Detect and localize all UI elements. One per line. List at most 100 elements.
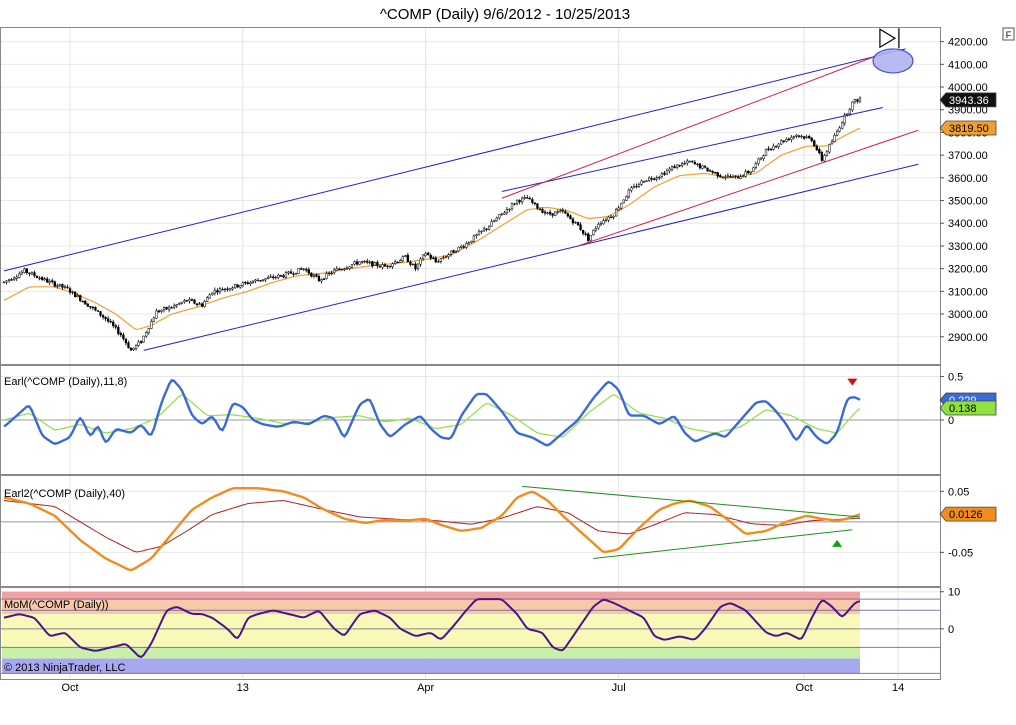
candle-body xyxy=(594,227,597,231)
candle-body xyxy=(487,225,491,230)
candle-body xyxy=(221,289,224,291)
candle-body xyxy=(109,321,112,323)
candle-body xyxy=(86,303,89,307)
candle-body xyxy=(142,335,145,343)
candle-body xyxy=(396,261,399,264)
candle-body xyxy=(526,197,529,199)
candle-body xyxy=(632,186,636,188)
candle-body xyxy=(731,176,735,178)
candle-body xyxy=(566,213,570,217)
candle-body xyxy=(510,203,514,209)
candle-body xyxy=(89,306,92,308)
mom-band xyxy=(2,614,860,648)
candle-body xyxy=(119,333,122,336)
candle-body xyxy=(477,231,481,236)
candle-body xyxy=(200,303,204,307)
candle-body xyxy=(442,257,445,259)
candle-body xyxy=(167,306,171,310)
candle-body xyxy=(739,176,742,179)
candle-body xyxy=(264,278,267,281)
candle-body xyxy=(173,305,176,308)
candle-body xyxy=(449,250,453,255)
candle-body xyxy=(559,210,562,212)
candle-body xyxy=(698,163,702,169)
candle-body xyxy=(609,216,613,219)
earl-signal-line xyxy=(3,394,861,438)
last-price-label: 3943.36 xyxy=(939,92,997,108)
y-tick-label: 10 xyxy=(948,587,960,599)
candle-body xyxy=(282,275,285,278)
channel-line xyxy=(143,163,919,351)
candle-body xyxy=(513,203,516,205)
candle-body xyxy=(399,260,402,263)
candle-body xyxy=(40,277,44,280)
candle-body xyxy=(444,256,448,258)
candle-body xyxy=(825,151,829,156)
candle-body xyxy=(670,166,674,170)
earl-signal-value-label-text: 0.138 xyxy=(949,403,977,415)
y-tick-label: 4100.00 xyxy=(948,59,988,71)
candle-body xyxy=(58,284,62,287)
candle-body xyxy=(693,162,697,165)
candle-body xyxy=(820,152,824,161)
candle-body xyxy=(48,280,51,283)
candle-body xyxy=(5,280,8,283)
candle-body xyxy=(91,306,95,309)
candle-body xyxy=(206,297,209,302)
candle-body xyxy=(190,299,194,301)
y-tick-label: 2900.00 xyxy=(948,332,988,344)
y-tick-label: 3200.00 xyxy=(948,264,988,276)
candle-body xyxy=(294,272,298,275)
candle-body xyxy=(576,222,580,226)
candle-body xyxy=(157,310,161,313)
candle-body xyxy=(800,135,803,138)
candle-body xyxy=(30,272,34,275)
candle-body xyxy=(648,177,651,181)
candle-body xyxy=(132,347,135,350)
candle-body xyxy=(178,303,181,305)
candle-body xyxy=(383,264,387,267)
earl2-panel[interactable] xyxy=(0,475,941,587)
ma-value-label: 3819.50 xyxy=(939,120,997,136)
candle-body xyxy=(726,175,730,177)
candle-body xyxy=(338,268,341,270)
candle-body xyxy=(335,268,338,271)
candle-body xyxy=(20,271,23,275)
candle-body xyxy=(343,268,346,270)
candle-body xyxy=(261,279,265,281)
candle-body xyxy=(719,175,722,178)
candle-body xyxy=(581,229,585,234)
earl2-value-label: 0.0126 xyxy=(939,506,997,522)
candle-body xyxy=(762,155,765,159)
candle-body xyxy=(61,283,64,288)
candle-body xyxy=(462,246,465,248)
candle-body xyxy=(53,281,56,287)
candle-body xyxy=(683,162,686,165)
candle-body xyxy=(813,140,816,147)
y-tick-label: 3300.00 xyxy=(948,241,988,253)
candle-body xyxy=(795,134,798,137)
y-tick-label: 3900.00 xyxy=(948,105,988,117)
candle-body xyxy=(503,212,506,215)
overlay-lines-layer xyxy=(3,28,919,559)
candle-body xyxy=(716,172,719,177)
candle-body xyxy=(457,246,460,252)
candle-body xyxy=(46,278,49,283)
corner-badge-box[interactable] xyxy=(1002,27,1015,41)
candle-body xyxy=(231,287,234,290)
earl2-main-line xyxy=(3,487,861,572)
candle-body xyxy=(531,199,534,203)
candle-body xyxy=(355,261,359,265)
candle-body xyxy=(23,268,26,273)
candle-body xyxy=(127,342,130,349)
price-panel[interactable] xyxy=(0,27,941,365)
candle-body xyxy=(122,334,125,339)
candle-body xyxy=(480,230,483,233)
candle-body xyxy=(848,109,851,115)
x-tick-label: Jul xyxy=(612,682,626,694)
corner-badge[interactable]: F xyxy=(1006,30,1012,40)
candle-body xyxy=(498,214,501,219)
y-tick-label: 0 xyxy=(948,415,954,427)
candle-body xyxy=(551,213,554,216)
